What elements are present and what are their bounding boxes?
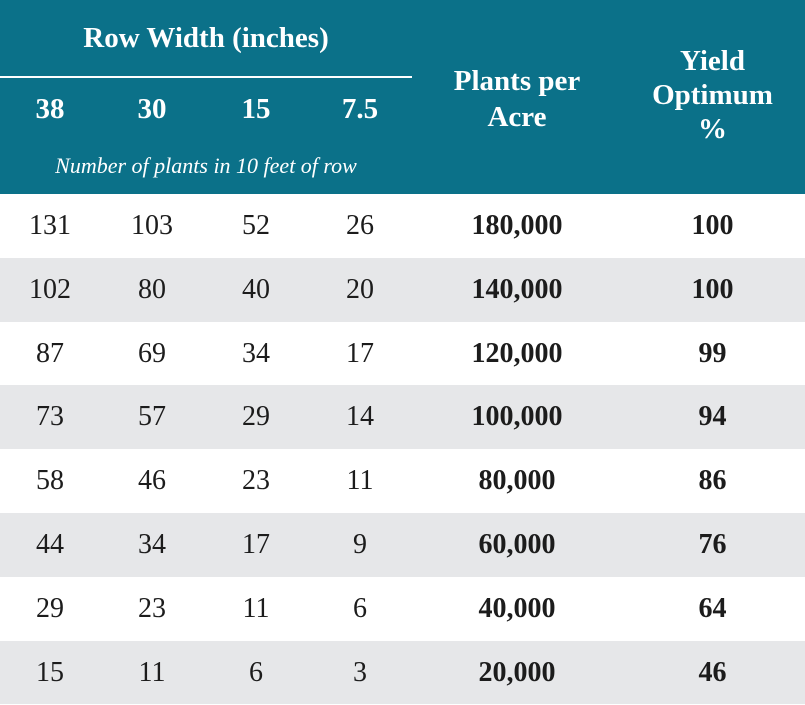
row-width-38-header: 38 <box>35 93 65 125</box>
cell-width-30: 57 <box>138 401 166 433</box>
cell-width-38: 87 <box>36 337 64 369</box>
cell-plants-per-acre: 100,000 <box>471 401 563 433</box>
plants-per-acre-header: Plants per Acre <box>417 63 617 135</box>
cell-width-7-5: 9 <box>353 528 367 560</box>
cell-width-38: 44 <box>36 528 64 560</box>
cell-width-38: 131 <box>29 210 71 241</box>
cell-plants-per-acre: 60,000 <box>478 528 556 560</box>
table-row: 102 80 40 20 140,000 100 <box>0 257 805 322</box>
row-width-7-5-header: 7.5 <box>341 93 379 125</box>
cell-plants-per-acre: 180,000 <box>471 210 563 241</box>
cell-width-38: 102 <box>29 273 71 305</box>
yield-optimum-line-2: Optimum <box>652 79 773 111</box>
cell-width-30: 80 <box>138 273 166 305</box>
cell-width-15: 6 <box>249 656 263 688</box>
cell-yield-optimum: 46 <box>698 656 727 688</box>
cell-plants-per-acre: 20,000 <box>478 656 556 688</box>
cell-width-38: 15 <box>36 656 64 688</box>
table-row: 15 11 6 3 20,000 46 <box>0 640 805 705</box>
plants-per-10ft-note: Number of plants in 10 feet of row <box>55 153 357 178</box>
cell-width-15: 34 <box>242 337 270 369</box>
cell-plants-per-acre: 80,000 <box>478 465 556 497</box>
cell-yield-optimum: 100 <box>691 273 734 305</box>
cell-width-15: 17 <box>242 528 270 560</box>
table-header: Row Width (inches) 38 30 15 7.5 Number o… <box>0 0 805 194</box>
cell-width-7-5: 17 <box>346 337 374 369</box>
cell-width-7-5: 26 <box>346 210 374 241</box>
cell-width-30: 46 <box>138 465 166 497</box>
cell-width-15: 11 <box>242 592 270 624</box>
cell-yield-optimum: 100 <box>691 210 734 241</box>
cell-width-30: 69 <box>138 337 166 369</box>
cell-width-7-5: 11 <box>346 465 374 497</box>
cell-width-38: 29 <box>36 592 64 624</box>
cell-width-7-5: 14 <box>346 401 374 433</box>
cell-width-7-5: 20 <box>346 273 374 305</box>
cell-width-15: 52 <box>242 210 270 241</box>
row-width-30-header: 30 <box>137 93 167 125</box>
cell-width-15: 23 <box>242 465 270 497</box>
cell-yield-optimum: 86 <box>698 465 727 497</box>
cell-yield-optimum: 94 <box>698 401 727 433</box>
table-row: 44 34 17 9 60,000 76 <box>0 512 805 577</box>
cell-width-15: 29 <box>242 401 270 433</box>
cell-width-38: 73 <box>36 401 64 433</box>
cell-yield-optimum: 76 <box>698 528 727 560</box>
yield-optimum-line-1: Yield <box>680 45 745 77</box>
cell-yield-optimum: 64 <box>698 592 727 624</box>
cell-width-30: 34 <box>138 528 166 560</box>
table-row: 58 46 23 11 80,000 86 <box>0 449 805 513</box>
row-width-15-header: 15 <box>241 93 271 125</box>
plants-per-acre-line-1: Plants per <box>453 65 581 97</box>
cell-width-15: 40 <box>242 273 270 305</box>
table-row: 73 57 29 14 100,000 94 <box>0 385 805 450</box>
cell-plants-per-acre: 120,000 <box>471 337 563 369</box>
cell-width-30: 23 <box>138 592 166 624</box>
yield-optimum-line-3: % <box>698 113 727 145</box>
table-body: 131 103 52 26 180,000 100 102 80 40 20 1… <box>0 194 805 705</box>
table-row: 87 69 34 17 120,000 99 <box>0 322 805 386</box>
yield-optimum-header: Yield Optimum % <box>615 44 805 146</box>
table-row: 131 103 52 26 180,000 100 <box>0 194 805 258</box>
plants-per-acre-line-2: Acre <box>487 101 547 133</box>
cell-yield-optimum: 99 <box>698 337 727 369</box>
cell-plants-per-acre: 40,000 <box>478 592 556 624</box>
cell-width-38: 58 <box>36 465 64 497</box>
table-row: 29 23 11 6 40,000 64 <box>0 577 805 641</box>
cell-width-30: 11 <box>138 656 166 688</box>
cell-width-7-5: 3 <box>353 656 367 688</box>
cell-width-30: 103 <box>131 210 173 241</box>
row-width-group-title: Row Width (inches) <box>83 22 329 54</box>
cell-width-7-5: 6 <box>353 592 367 624</box>
cell-plants-per-acre: 140,000 <box>471 273 563 305</box>
group-divider <box>0 76 412 78</box>
